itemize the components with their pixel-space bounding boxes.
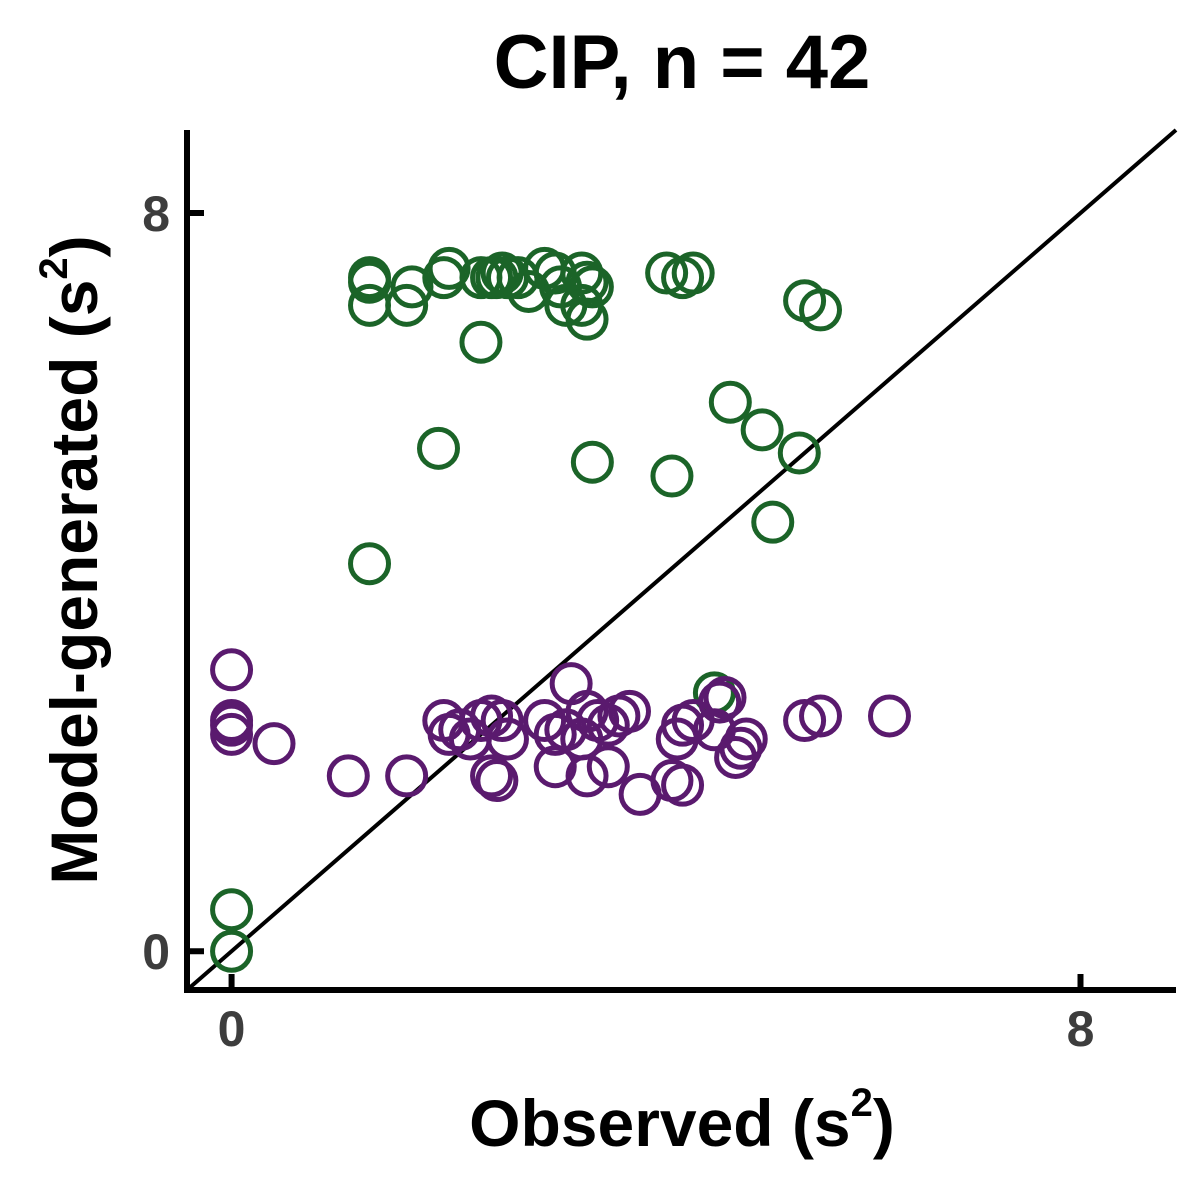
data-point-s2-24 xyxy=(565,689,609,733)
data-point-s2-17 xyxy=(485,717,529,761)
data-point-s2-15 xyxy=(470,754,514,798)
data-point-s2-28 xyxy=(608,689,652,733)
data-point-s1-32 xyxy=(777,431,821,475)
data-point-s2-14 xyxy=(480,699,524,743)
data-point-s1-29 xyxy=(459,320,503,364)
data-point-s2-44 xyxy=(799,694,843,738)
plot-area xyxy=(185,128,1178,992)
data-point-s2-41 xyxy=(719,726,763,770)
data-point-s1-19 xyxy=(560,251,604,295)
data-point-s1-7 xyxy=(427,246,471,290)
x-axis-title-superscript: 2 xyxy=(851,1081,873,1125)
y-axis-title: Model-generated (s2) xyxy=(32,235,111,884)
data-point-s1-31 xyxy=(740,408,784,452)
data-point-s1-35 xyxy=(650,454,694,498)
data-point-s2-6 xyxy=(326,754,370,798)
data-point-s2-29 xyxy=(565,754,609,798)
x-axis-title-close: ) xyxy=(873,1086,895,1160)
data-point-s2-1 xyxy=(210,648,254,692)
x-tick-label-1: 0 xyxy=(218,1001,246,1057)
data-point-s1-37 xyxy=(348,542,392,586)
y-axis-title-text: Model-generated (s xyxy=(37,280,111,885)
identity-line xyxy=(185,128,1178,992)
data-point-s1-33 xyxy=(416,426,460,470)
data-point-s1-36 xyxy=(751,500,795,544)
data-point-s1-39 xyxy=(210,888,254,932)
y-ticks: 08 xyxy=(142,186,204,980)
x-axis-title: Observed (s2) xyxy=(469,1081,895,1160)
data-point-s1-5 xyxy=(385,283,429,327)
data-point-s2-42 xyxy=(724,717,768,761)
x-tick-label-2: 8 xyxy=(1067,1001,1095,1057)
data-point-s2-16 xyxy=(475,759,519,803)
data-point-s2-33 xyxy=(661,763,705,807)
data-point-s2-26 xyxy=(586,703,630,747)
data-point-s2-30 xyxy=(586,745,630,789)
data-point-s1-3 xyxy=(348,283,392,327)
chart-title: CIP, n = 42 xyxy=(494,20,871,105)
data-point-s2-7 xyxy=(385,754,429,798)
y-axis-title-close: ) xyxy=(37,235,111,257)
data-point-s1-23 xyxy=(565,297,609,341)
y-axis-title-superscript: 2 xyxy=(32,257,76,279)
data-point-s2-45 xyxy=(867,694,911,738)
data-point-s2-18 xyxy=(523,699,567,743)
data-point-s1-2 xyxy=(348,260,392,304)
data-point-s1-28 xyxy=(799,288,843,332)
data-point-s2-21 xyxy=(533,745,577,789)
data-point-s2-4 xyxy=(210,712,254,756)
data-point-s1-34 xyxy=(570,440,614,484)
data-point-s1-40 xyxy=(210,929,254,973)
y-tick-label-1: 0 xyxy=(142,924,170,980)
x-axis-title-text: Observed (s xyxy=(469,1086,851,1160)
y-tick-label-2: 8 xyxy=(142,186,170,242)
data-point-s1-30 xyxy=(708,380,752,424)
data-point-s2-37 xyxy=(698,680,742,724)
data-point-s2-39 xyxy=(703,675,747,719)
data-point-s1-26 xyxy=(671,251,715,295)
data-point-s1-4 xyxy=(390,265,434,309)
data-point-s2-5 xyxy=(252,722,296,766)
